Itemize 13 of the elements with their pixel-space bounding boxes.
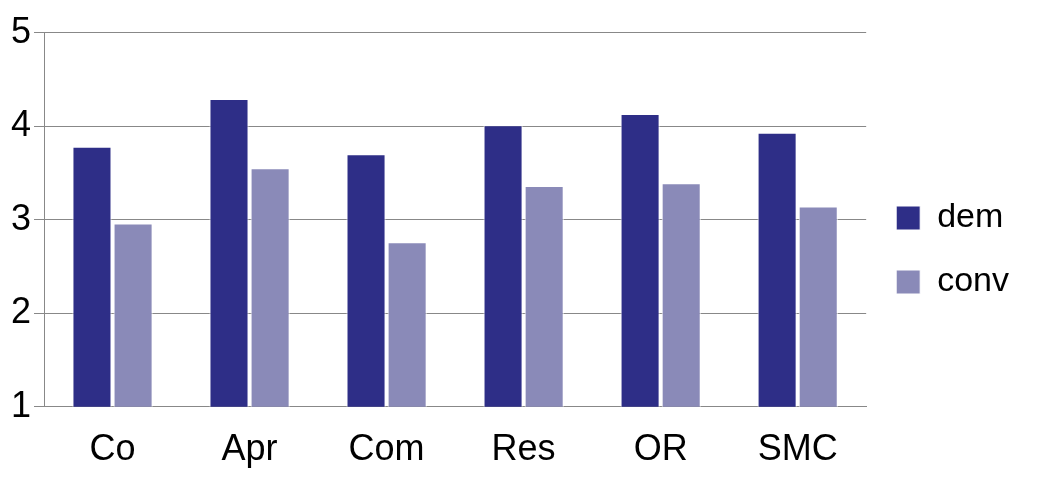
y-tick-label: 4 [10,103,32,145]
legend-label: conv [937,260,1010,299]
x-tick-label: Co [89,427,136,469]
x-tick-label: OR [633,427,688,469]
x-tick-label: SMC [757,427,838,469]
y-tick-label: 5 [10,9,32,51]
y-tick-label: 1 [10,383,32,425]
x-tick-label: Res [491,427,556,469]
y-tick-label: 2 [10,290,32,332]
x-tick-label: Apr [221,427,278,469]
legend-label: dem [937,196,1004,235]
x-tick-label: Com [348,427,425,469]
y-tick-label: 3 [10,196,32,238]
